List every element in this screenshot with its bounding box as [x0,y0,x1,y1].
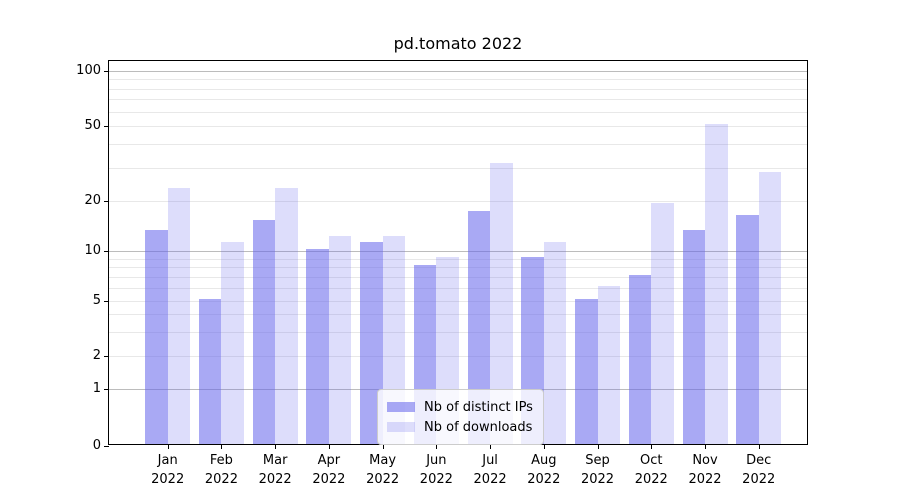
gridline-minor-30 [109,168,807,169]
ytick-label-20: 20 [84,193,101,208]
ytick-mark-0 [104,446,109,447]
bar-downloads-dec [758,172,782,444]
bar-ips-nov [682,230,705,444]
gridline-minor-20 [109,201,807,202]
legend-swatch-downloads [387,422,415,432]
gridline-minor-2 [109,356,807,357]
xtick-label-mar: Mar 2022 [258,453,292,487]
legend: Nb of distinct IPs Nb of downloads [377,389,544,445]
gridline-minor-90 [109,79,807,80]
xtick-label-may: May 2022 [366,453,400,487]
bar-ips-feb [198,299,222,444]
bar-ips-may [360,242,383,444]
xtick-mark-dec [758,444,760,449]
xtick-mark-jan [167,444,169,449]
ytick-mark-1 [104,389,109,390]
ytick-label-5: 5 [92,293,101,308]
legend-label-distinct-ips: Nb of distinct IPs [424,399,533,415]
xtick-label-jun: Jun 2022 [419,453,453,487]
xtick-mark-jul [490,444,492,449]
bar-downloads-jan [167,188,191,444]
bar-downloads-sep [597,286,621,444]
ytick-mark-10 [104,251,109,252]
bar-downloads-jul [490,163,513,444]
bar-downloads-apr [328,236,352,444]
gridline-minor-8 [109,267,807,268]
gridline-minor-40 [109,144,807,145]
xtick-mark-sep [597,444,599,449]
gridline-minor-7 [109,277,807,278]
xtick-label-feb: Feb 2022 [204,453,238,487]
chart-title: pd.tomato 2022 [393,34,523,53]
xtick-mark-nov [705,444,706,449]
xtick-label-apr: Apr 2022 [312,453,346,487]
bar-ips-mar [252,220,276,444]
legend-row-downloads: Nb of downloads [387,417,533,437]
xtick-label-sep: Sep 2022 [580,453,615,487]
bar-ips-dec [736,215,759,444]
xtick-label-dec: Dec 2022 [742,453,776,487]
gridline-minor-3 [109,332,807,333]
gridline-minor-4 [109,314,807,315]
xtick-mark-feb [221,444,223,449]
gridline-minor-60 [109,112,807,113]
legend-row-distinct-ips: Nb of distinct IPs [387,397,533,417]
xtick-label-oct: Oct 2022 [634,453,668,487]
gridline-minor-50 [109,126,807,127]
xtick-label-jul: Jul 2022 [473,453,507,487]
gridline-minor-5 [109,301,807,302]
xtick-mark-jun [436,444,438,449]
gridline-major-100 [109,71,807,72]
xtick-mark-apr [328,444,330,449]
bar-ips-jul [467,211,491,444]
ytick-mark-5 [104,301,109,302]
ytick-label-50: 50 [84,118,101,133]
gridline-minor-80 [109,89,807,90]
ytick-label-0: 0 [92,438,101,453]
ytick-label-1: 1 [92,381,101,396]
bar-downloads-aug [543,242,567,444]
xtick-label-aug: Aug 2022 [527,453,561,487]
ytick-mark-2 [104,356,109,357]
xtick-mark-may [382,444,384,449]
ytick-label-10: 10 [84,243,101,258]
gridline-minor-9 [109,259,807,260]
bar-downloads-oct [651,203,674,444]
bar-downloads-mar [275,188,298,444]
gridline-minor-70 [109,99,807,100]
xtick-label-nov: Nov 2022 [688,453,722,487]
ytick-mark-100 [104,71,109,72]
bar-ips-sep [575,299,598,444]
xtick-mark-oct [651,444,653,449]
gridline-major-10 [109,251,807,252]
legend-label-downloads: Nb of downloads [424,419,533,435]
plot-area: 0 1 2 5 10 20 50 100 Jan 2022 Feb 2022 Mar 2022 Ap… [76,60,808,487]
ytick-mark-50 [104,126,109,127]
xtick-mark-mar [275,444,277,449]
ytick-label-100: 100 [76,63,101,78]
bar-downloads-feb [221,242,244,444]
ytick-label-2: 2 [92,348,101,363]
legend-swatch-distinct-ips [387,402,415,412]
xtick-mark-aug [543,444,545,449]
xtick-label-jan: Jan 2022 [151,453,185,487]
bar-ips-oct [628,275,652,444]
bar-downloads-nov [705,124,728,444]
bar-ips-jan [145,230,168,444]
gridline-minor-6 [109,288,807,289]
bar-ips-apr [306,249,329,444]
ytick-mark-20 [104,201,109,202]
